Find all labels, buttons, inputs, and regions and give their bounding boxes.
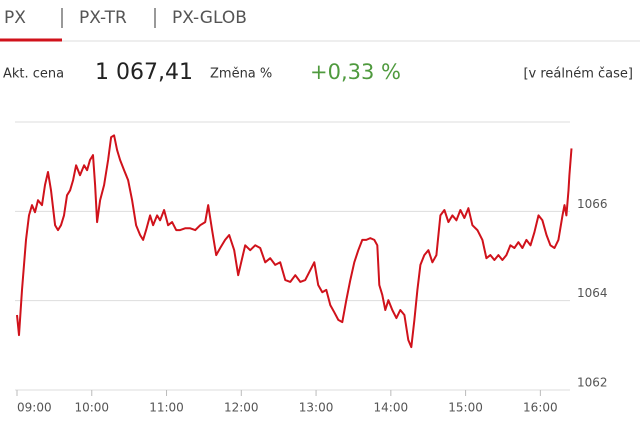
change-label: Změna %: [210, 67, 272, 82]
x-tick-label: 12:00: [224, 401, 259, 415]
y-tick-label: 1064: [577, 286, 608, 300]
tab[interactable]: PX-TR: [79, 8, 127, 28]
x-tick-label: 14:00: [374, 401, 409, 415]
tab[interactable]: PX: [4, 8, 26, 28]
y-tick-label: 1062: [577, 376, 608, 390]
x-tick-label: 16:00: [523, 401, 558, 415]
price-label: Akt. cena: [3, 67, 64, 82]
x-tick-label: 11:00: [149, 401, 184, 415]
price: 1 067,41: [95, 60, 193, 85]
x-tick-label: 09:00: [17, 401, 52, 415]
x-tick-label: 15:00: [448, 401, 483, 415]
price-line: [16, 134, 573, 349]
x-tick-label: 13:00: [299, 401, 334, 415]
y-tick-label: 1066: [577, 197, 608, 211]
tab[interactable]: PX-GLOB: [172, 8, 247, 28]
realtime: [v reálném čase]: [523, 67, 633, 82]
change: +0,33 %: [310, 60, 401, 84]
x-tick-label: 10:00: [74, 401, 109, 415]
